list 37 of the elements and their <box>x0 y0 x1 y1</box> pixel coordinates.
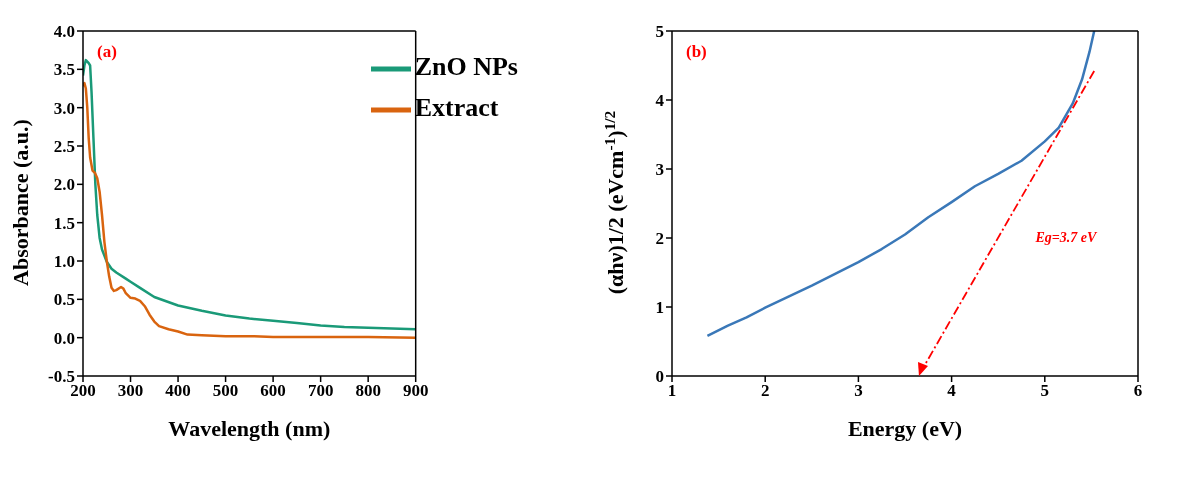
line-series <box>706 31 1096 338</box>
y-tick-label: 2 <box>655 229 664 249</box>
annotation: (b) <box>686 42 707 62</box>
x-axis-title: Energy (eV) <box>847 416 963 441</box>
x-tick-label: 500 <box>212 381 239 401</box>
x-tick-label: 800 <box>355 381 381 401</box>
y-tick-label: 2.0 <box>53 175 75 195</box>
x-tick-label: 700 <box>307 381 334 401</box>
x-tick-label: 4 <box>947 381 957 401</box>
y-tick-label: 0 <box>655 367 664 387</box>
y-tick-label: 3.0 <box>53 98 75 118</box>
annotation: (a) <box>97 42 117 62</box>
x-tick-label: 900 <box>402 381 429 401</box>
y-tick-label: 0.0 <box>53 328 75 348</box>
y-tick-label: 5 <box>655 22 664 42</box>
x-tick-label: 2 <box>760 381 770 401</box>
x-tick-label: 5 <box>1040 381 1050 401</box>
y-axis-title: Absorbance (a.u.) <box>8 119 33 286</box>
y-tick-label: 1.5 <box>53 213 75 233</box>
y-tick-label: 1 <box>655 298 664 318</box>
y-tick-label: 4.0 <box>53 22 75 42</box>
y-tick-label: 2.5 <box>53 137 75 157</box>
annotation: Eg=3.7 eV <box>1035 230 1097 247</box>
x-tick-label: 200 <box>70 381 96 401</box>
x-tick-label: 600 <box>260 381 286 401</box>
y-tick-label: 0.5 <box>53 290 75 310</box>
x-tick-label: 400 <box>165 381 191 401</box>
x-tick-label: 3 <box>854 381 863 401</box>
y-tick-label: 3 <box>655 160 664 180</box>
legend-label: ZnO NPs <box>414 52 518 81</box>
x-axis-title: Wavelength (nm) <box>168 416 331 441</box>
x-tick-label: 6 <box>1133 381 1143 401</box>
y-tick-label: 1.0 <box>53 252 75 272</box>
legend-label: Extract <box>414 93 499 123</box>
x-tick-label: 300 <box>117 381 144 401</box>
y-tick-label: 3.5 <box>53 60 75 80</box>
y-tick-label: 4 <box>655 91 665 111</box>
